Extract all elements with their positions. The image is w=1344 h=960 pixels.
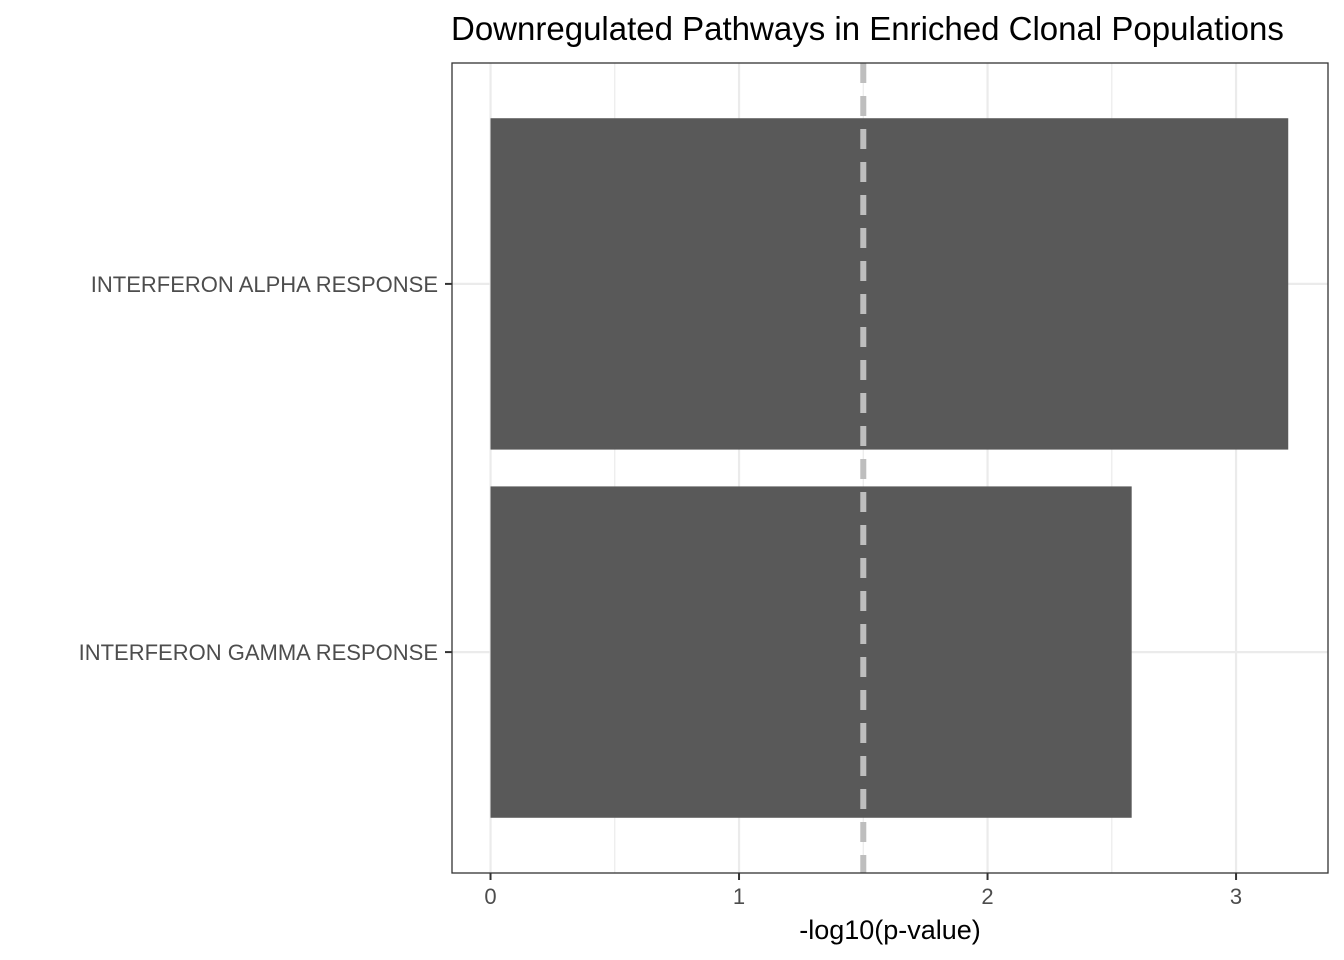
x-tick-label: 3 [1230, 884, 1242, 909]
bar [490, 486, 1132, 818]
chart-title: Downregulated Pathways in Enriched Clona… [451, 10, 1284, 47]
x-axis-title: -log10(p-value) [799, 915, 981, 945]
bar [490, 118, 1289, 450]
panel-border [451, 62, 1329, 874]
y-tick-label: INTERFERON GAMMA RESPONSE [79, 640, 438, 665]
bars [490, 118, 1289, 818]
axes: 0 1 2 3 INTERFERON ALPHA RESPONSE INTERFERON … [79, 272, 1243, 909]
y-tick-label: INTERFERON ALPHA RESPONSE [91, 272, 438, 297]
x-tick-label: 2 [981, 884, 993, 909]
x-tick-label: 0 [484, 884, 496, 909]
x-tick-label: 1 [733, 884, 745, 909]
